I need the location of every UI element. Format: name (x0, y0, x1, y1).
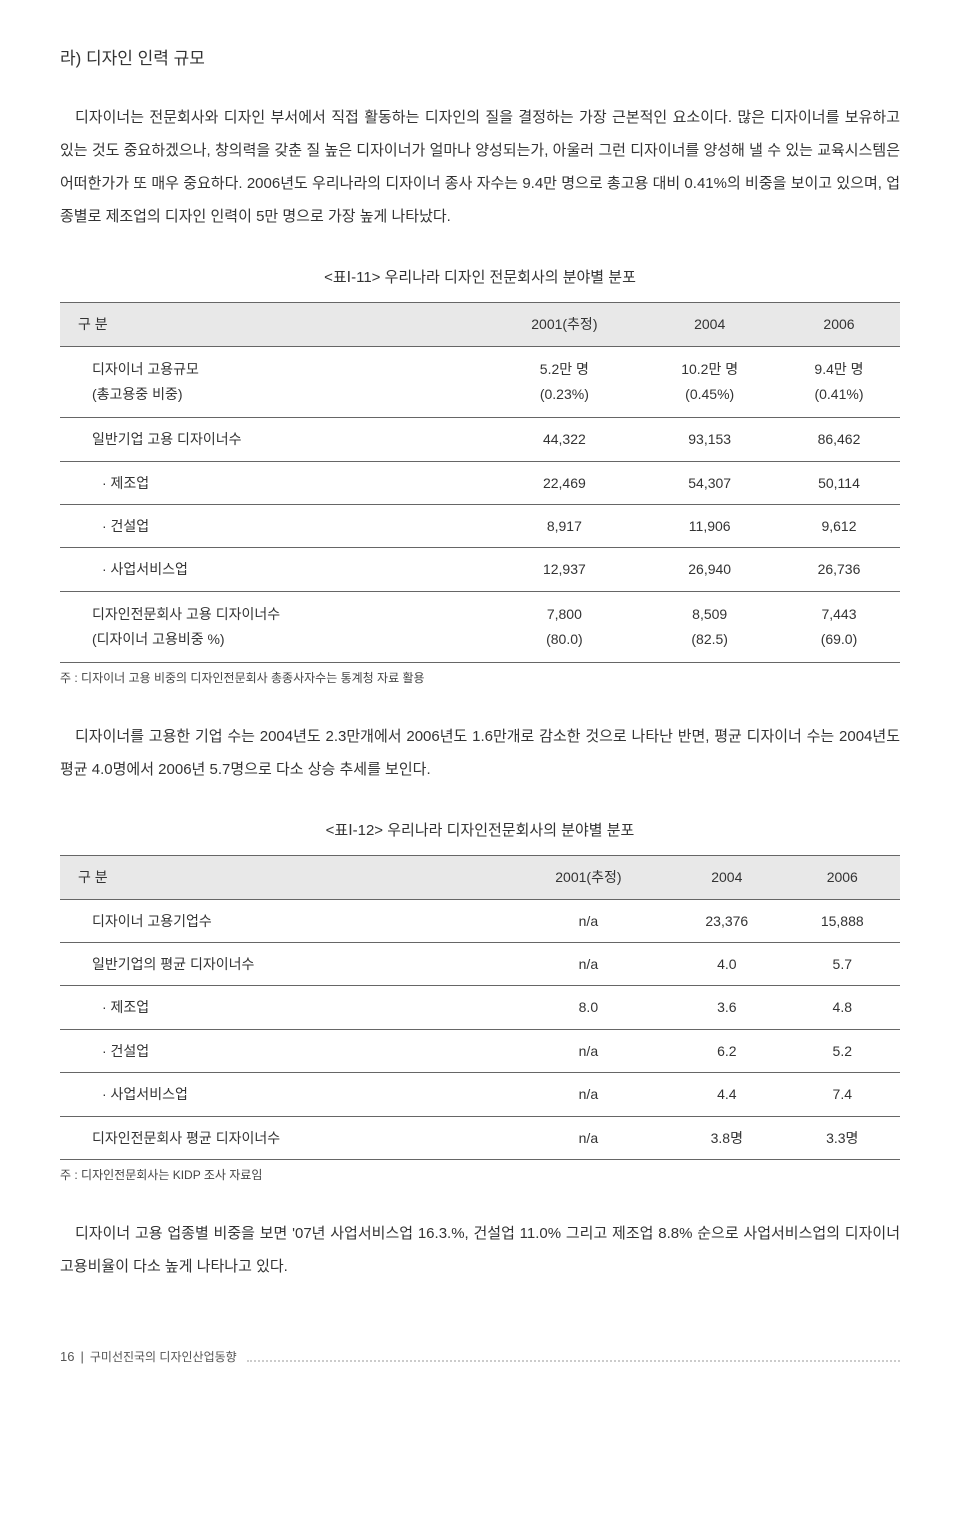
paragraph-2: 디자이너를 고용한 기업 수는 2004년도 2.3만개에서 2006년도 1.… (60, 720, 900, 786)
table2-cell: 4.8 (785, 986, 900, 1029)
table1-header-2: 2004 (641, 303, 778, 346)
table1-row: 일반기업 고용 디자이너수44,32293,15386,462 (60, 418, 900, 461)
table1-cell: 일반기업 고용 디자이너수 (60, 418, 487, 461)
table1-caption: <표Ⅰ-11> 우리나라 디자인 전문회사의 분야별 분포 (60, 261, 900, 294)
table2-cell: n/a (508, 943, 669, 986)
table2-cell: · 사업서비스업 (60, 1073, 508, 1116)
table1-row: · 사업서비스업12,93726,94026,736 (60, 548, 900, 591)
table1-cell: 54,307 (641, 461, 778, 504)
table1-cell: 10.2만 명(0.45%) (641, 346, 778, 417)
table1-row: · 제조업22,46954,30750,114 (60, 461, 900, 504)
table1-cell: 12,937 (487, 548, 641, 591)
table1-header-3: 2006 (778, 303, 900, 346)
table2-row: · 사업서비스업n/a4.47.4 (60, 1073, 900, 1116)
footer-dots (247, 1354, 900, 1362)
paragraph-block-2: 디자이너를 고용한 기업 수는 2004년도 2.3만개에서 2006년도 1.… (60, 720, 900, 786)
table1-cell: 26,736 (778, 548, 900, 591)
table2-header-3: 2006 (785, 856, 900, 899)
table1-cell: 11,906 (641, 504, 778, 547)
table1-cell: 7,800(80.0) (487, 591, 641, 662)
table2-cell: 6.2 (669, 1029, 784, 1072)
page-footer: 16 | 구미선진국의 디자인산업동향 (60, 1343, 900, 1372)
table1-cell: 93,153 (641, 418, 778, 461)
table2-cell: · 제조업 (60, 986, 508, 1029)
table2-cell: 3.3명 (785, 1116, 900, 1159)
table1-note: 주 : 디자이너 고용 비중의 디자인전문회사 총종사자수는 통계청 자료 활용 (60, 669, 900, 688)
table1-cell: · 제조업 (60, 461, 487, 504)
table2-cell: 8.0 (508, 986, 669, 1029)
paragraph-block-1: 디자이너는 전문회사와 디자인 부서에서 직접 활동하는 디자인의 질을 결정하… (60, 101, 900, 233)
table1-cell: 22,469 (487, 461, 641, 504)
table1-cell: 8,509(82.5) (641, 591, 778, 662)
table2-cell: n/a (508, 899, 669, 942)
table1-row: · 건설업8,91711,9069,612 (60, 504, 900, 547)
table2-cell: 5.2 (785, 1029, 900, 1072)
table2-cell: 15,888 (785, 899, 900, 942)
table1-cell: 50,114 (778, 461, 900, 504)
table2-cell: n/a (508, 1116, 669, 1159)
table1-cell: 7,443(69.0) (778, 591, 900, 662)
table2-cell: 4.0 (669, 943, 784, 986)
table2-row: · 제조업8.03.64.8 (60, 986, 900, 1029)
table2-cell: 3.6 (669, 986, 784, 1029)
table1-cell: 9.4만 명(0.41%) (778, 346, 900, 417)
table2-cell: · 건설업 (60, 1029, 508, 1072)
table2-cell: 23,376 (669, 899, 784, 942)
table1-cell: 26,940 (641, 548, 778, 591)
table1-cell: 8,917 (487, 504, 641, 547)
table2-header-0: 구 분 (60, 856, 508, 899)
paragraph-block-3: 디자이너 고용 업종별 비중을 보면 '07년 사업서비스업 16.3.%, 건… (60, 1217, 900, 1283)
table1-head: 구 분 2001(추정) 2004 2006 (60, 303, 900, 346)
table1-cell: 86,462 (778, 418, 900, 461)
table2-cell: 4.4 (669, 1073, 784, 1116)
table1-cell: 디자인전문회사 고용 디자이너수(디자이너 고용비중 %) (60, 591, 487, 662)
table2-row: 일반기업의 평균 디자이너수n/a4.05.7 (60, 943, 900, 986)
table2-cell: 5.7 (785, 943, 900, 986)
table1-cell: 5.2만 명(0.23%) (487, 346, 641, 417)
table2-header-2: 2004 (669, 856, 784, 899)
table2-row: · 건설업n/a6.25.2 (60, 1029, 900, 1072)
table1-row: 디자이너 고용규모(총고용중 비중)5.2만 명(0.23%)10.2만 명(0… (60, 346, 900, 417)
table1-body: 디자이너 고용규모(총고용중 비중)5.2만 명(0.23%)10.2만 명(0… (60, 346, 900, 662)
table1-cell: 디자이너 고용규모(총고용중 비중) (60, 346, 487, 417)
table2-cell: n/a (508, 1029, 669, 1072)
table1-cell: 9,612 (778, 504, 900, 547)
table1-header-0: 구 분 (60, 303, 487, 346)
table2-row: 디자인전문회사 평균 디자이너수n/a3.8명3.3명 (60, 1116, 900, 1159)
footer-title: 구미선진국의 디자인산업동향 (90, 1344, 237, 1370)
table2-cell: 일반기업의 평균 디자이너수 (60, 943, 508, 986)
table2-caption: <표Ⅰ-12> 우리나라 디자인전문회사의 분야별 분포 (60, 814, 900, 847)
table1-cell: · 건설업 (60, 504, 487, 547)
paragraph-1: 디자이너는 전문회사와 디자인 부서에서 직접 활동하는 디자인의 질을 결정하… (60, 101, 900, 233)
footer-divider: | (80, 1343, 83, 1372)
table1-header-1: 2001(추정) (487, 303, 641, 346)
table2-cell: 디자인전문회사 평균 디자이너수 (60, 1116, 508, 1159)
table2-cell: 7.4 (785, 1073, 900, 1116)
table2-cell: 디자이너 고용기업수 (60, 899, 508, 942)
page-number: 16 (60, 1343, 74, 1372)
table1-cell: 44,322 (487, 418, 641, 461)
section-title: 라) 디자인 인력 규모 (60, 40, 900, 77)
table2-row: 디자이너 고용기업수n/a23,37615,888 (60, 899, 900, 942)
table2-body: 디자이너 고용기업수n/a23,37615,888일반기업의 평균 디자이너수n… (60, 899, 900, 1159)
table2: 구 분 2001(추정) 2004 2006 디자이너 고용기업수n/a23,3… (60, 855, 900, 1160)
table2-header-1: 2001(추정) (508, 856, 669, 899)
table2-cell: 3.8명 (669, 1116, 784, 1159)
table2-note: 주 : 디자인전문회사는 KIDP 조사 자료임 (60, 1166, 900, 1185)
table1: 구 분 2001(추정) 2004 2006 디자이너 고용규모(총고용중 비중… (60, 302, 900, 663)
table2-head: 구 분 2001(추정) 2004 2006 (60, 856, 900, 899)
table2-cell: n/a (508, 1073, 669, 1116)
paragraph-3: 디자이너 고용 업종별 비중을 보면 '07년 사업서비스업 16.3.%, 건… (60, 1217, 900, 1283)
table1-cell: · 사업서비스업 (60, 548, 487, 591)
table1-row: 디자인전문회사 고용 디자이너수(디자이너 고용비중 %)7,800(80.0)… (60, 591, 900, 662)
